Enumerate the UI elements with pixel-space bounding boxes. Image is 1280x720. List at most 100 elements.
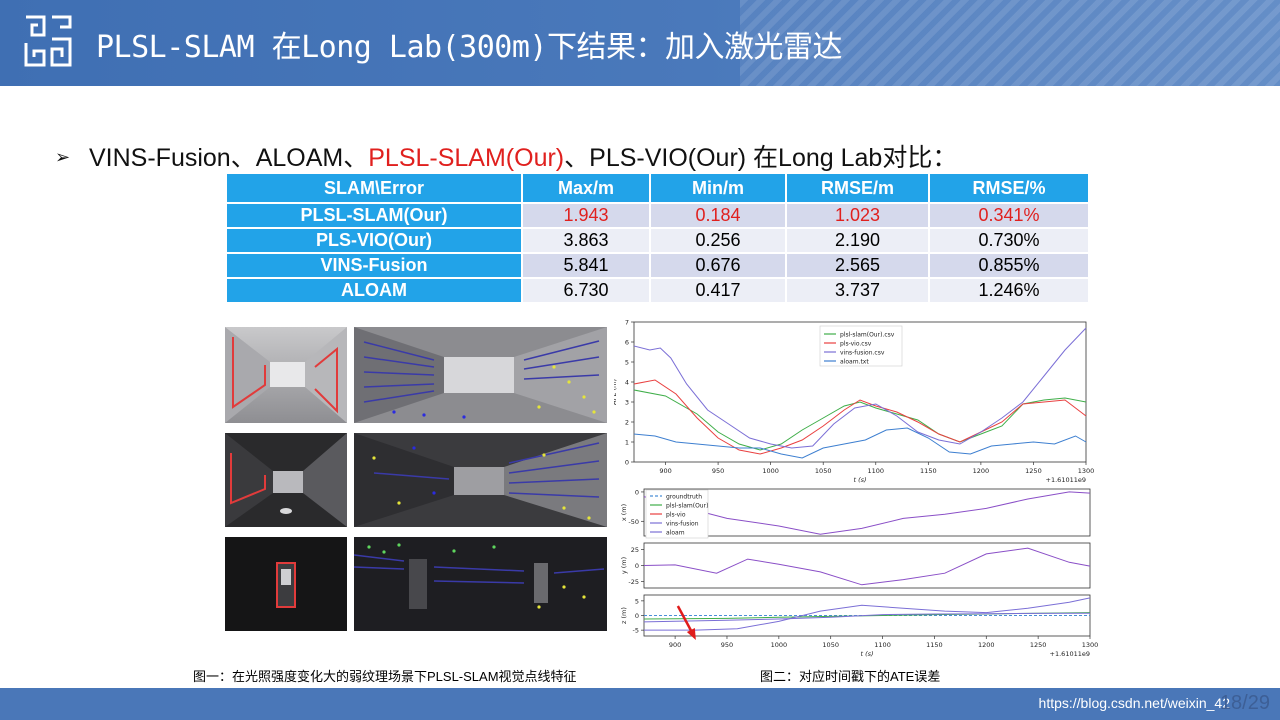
table-header: RMSE/m — [787, 174, 928, 202]
table-cell: 0.676 — [651, 254, 785, 277]
table-cell: 0.417 — [651, 279, 785, 302]
figure2-caption: 图二：对应时间戳下的ATE误差 — [760, 669, 941, 684]
y-trajectory-chart: 25 0 -25y (m) — [614, 540, 1098, 592]
x-offset-label: +1.61011e9 — [1046, 476, 1086, 484]
legend-label: vins-fusion.csv — [840, 349, 885, 356]
x-tick-label: 1300 — [1082, 641, 1098, 649]
y-axis-label: APE (m) — [614, 379, 618, 405]
y-tick-label: -5 — [633, 627, 639, 635]
x-tick-label: 950 — [721, 641, 733, 649]
ape-line-chart: 0 1 2 3 4 5 6 7 900 950 1000 1050 1100 1150 1200 1250 13… — [614, 316, 1098, 488]
table-cell: 6.730 — [523, 279, 649, 302]
table-cell: 2.565 — [787, 254, 928, 277]
series-line — [643, 612, 1091, 623]
x-tick-label: 1050 — [822, 641, 839, 649]
corridor-features-dim — [354, 433, 607, 527]
x-tick-label: 1000 — [762, 467, 779, 475]
table-cell: 3.863 — [523, 229, 649, 252]
title-banner: PLSL-SLAM 在Long Lab(300m)下结果：加入激光雷达 — [0, 0, 1280, 86]
corridor-photo-dim — [225, 433, 347, 527]
corridor-features-bright — [354, 327, 607, 423]
corridor-features-dark — [354, 537, 607, 631]
y-tick-label: 6 — [625, 339, 629, 347]
table-cell: 3.737 — [787, 279, 928, 302]
table-cell: 2.190 — [787, 229, 928, 252]
y-axis-label: z (m) — [620, 607, 628, 624]
x-tick-label: 1150 — [920, 467, 937, 475]
y-tick-label: 4 — [625, 379, 629, 387]
series-line — [633, 327, 1087, 449]
footer-bar: https://blog.csdn.net/weixin_42 18/29 — [0, 688, 1280, 720]
series-line — [644, 597, 1091, 631]
bullet-text-part1: VINS-Fusion、ALOAM、 — [89, 144, 369, 172]
x-tick-label: 1250 — [1030, 641, 1047, 649]
table-header: Max/m — [523, 174, 649, 202]
y-axis-label: x (m) — [620, 504, 628, 521]
table-header: RMSE/% — [930, 174, 1088, 202]
legend-label: aloam.txt — [840, 358, 869, 365]
series-line — [633, 379, 1087, 455]
y-tick-label: 0 — [635, 612, 639, 620]
y-tick-label: 2 — [625, 419, 629, 427]
bullet-text-part2: 、PLS-VIO(Our) 在Long Lab对比： — [564, 144, 958, 172]
table-header: Min/m — [651, 174, 785, 202]
table-header: SLAM\Error — [227, 174, 521, 202]
y-tick-label: 7 — [625, 319, 629, 327]
x-tick-label: 1100 — [874, 641, 891, 649]
figure1-caption: 图一：在光照强度变化大的弱纹理场景下PLSL-SLAM视觉点线特征 — [193, 669, 577, 684]
series-line — [643, 491, 1091, 535]
y-tick-label: 0 — [635, 562, 639, 570]
y-tick-label: 1 — [625, 439, 629, 447]
table-cell: 0.730% — [930, 229, 1088, 252]
row-method-name: PLSL-SLAM(Our) — [227, 204, 521, 227]
bullet-text: ➢ VINS-Fusion、ALOAM、PLSL-SLAM(Our)、PLS-VI… — [55, 138, 957, 174]
y-tick-label: -25 — [628, 578, 639, 586]
legend-label: pls-vio.csv — [840, 340, 872, 347]
y-tick-label: -50 — [628, 518, 639, 526]
plot-frame — [643, 542, 1091, 589]
corridor-photo-dark — [225, 537, 347, 631]
row-method-name: ALOAM — [227, 279, 521, 302]
x-tick-label: 1050 — [815, 467, 832, 475]
legend-label: plsl-slam(Our).csv — [840, 331, 895, 338]
x-tick-label: 1200 — [978, 641, 995, 649]
y-axis-label: y (m) — [620, 557, 628, 574]
banner-background-art — [740, 0, 1280, 86]
row-method-name: VINS-Fusion — [227, 254, 521, 277]
x-offset-label: +1.61011e9 — [1050, 650, 1090, 658]
table-row: VINS-Fusion 5.841 0.676 2.565 0.855% — [227, 254, 1088, 277]
y-tick-label: 0 — [635, 488, 639, 496]
table-cell: 1.246% — [930, 279, 1088, 302]
x-tick-label: 1150 — [926, 641, 943, 649]
table-header-row: SLAM\Error Max/m Min/m RMSE/m RMSE/% — [227, 174, 1088, 202]
x-tick-label: 1000 — [771, 641, 788, 649]
annotation-arrowhead — [686, 628, 696, 640]
table-cell: 0.855% — [930, 254, 1088, 277]
table-cell: 0.341% — [930, 204, 1088, 227]
error-comparison-table: SLAM\Error Max/m Min/m RMSE/m RMSE/% PLS… — [225, 172, 1090, 304]
x-tick-label: 1200 — [973, 467, 990, 475]
table-row: PLS-VIO(Our) 3.863 0.256 2.190 0.730% — [227, 229, 1088, 252]
legend-label: plsl-slam(Our) — [666, 502, 708, 509]
university-logo-icon — [24, 15, 72, 67]
x-axis-label: t (s) — [853, 476, 866, 484]
legend-label: vins-fusion — [666, 520, 699, 527]
y-tick-label: 0 — [625, 459, 629, 467]
table-row: PLSL-SLAM(Our) 1.943 0.184 1.023 0.341% — [227, 204, 1088, 227]
x-tick-label: 1100 — [867, 467, 884, 475]
x-trajectory-chart: 0 -50x (m) groundtruth plsl-slam(Our) pls-vi… — [614, 486, 1098, 540]
slide-title: PLSL-SLAM 在Long Lab(300m)下结果：加入激光雷达 — [96, 30, 842, 65]
x-tick-label: 1300 — [1078, 467, 1095, 475]
legend-label: aloam — [666, 529, 685, 536]
annotation-arrow — [676, 605, 694, 635]
table-cell: 0.256 — [651, 229, 785, 252]
x-tick-label: 950 — [712, 467, 724, 475]
table-row: ALOAM 6.730 0.417 3.737 1.246% — [227, 279, 1088, 302]
y-tick-label: 3 — [625, 399, 629, 407]
table-cell: 1.023 — [787, 204, 928, 227]
table-cell: 5.841 — [523, 254, 649, 277]
row-method-name: PLS-VIO(Our) — [227, 229, 521, 252]
y-tick-label: 5 — [625, 359, 629, 367]
x-axis-label: t (s) — [860, 650, 873, 658]
y-tick-label: 25 — [631, 546, 639, 554]
